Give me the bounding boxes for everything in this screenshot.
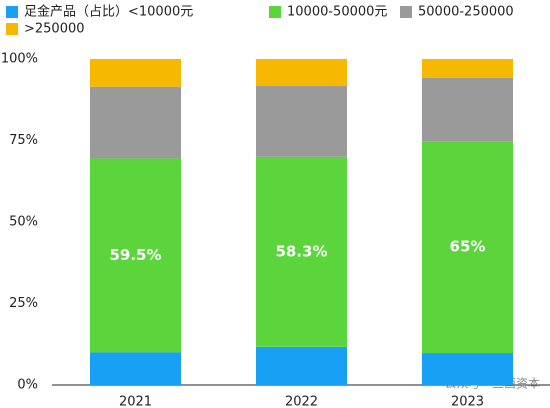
bar-segment	[422, 141, 513, 354]
bar-segment	[90, 158, 181, 353]
bar-segment	[256, 346, 347, 385]
bar-segment	[422, 77, 513, 142]
x-tick-label: 2023	[451, 395, 484, 408]
data-label: 65%	[450, 238, 486, 256]
bar-segment	[90, 86, 181, 159]
bar-segment	[422, 353, 513, 385]
bar-segment	[422, 59, 513, 78]
y-tick-label: 0%	[17, 378, 38, 393]
legend-swatch	[6, 6, 18, 18]
y-tick-label: 50%	[9, 215, 38, 230]
bar-segment	[90, 352, 181, 385]
bar-segment	[90, 59, 181, 87]
data-label: 59.5%	[109, 246, 161, 264]
legend-label: 10000-50000元	[287, 5, 387, 20]
legend-swatch	[6, 23, 18, 35]
legend-swatch	[269, 6, 281, 18]
y-tick-label: 100%	[1, 52, 38, 67]
y-tick-label: 75%	[9, 133, 38, 148]
bar-segment	[256, 156, 347, 347]
legend-label: >250000	[24, 22, 85, 37]
data-label: 58.3%	[275, 242, 327, 260]
x-tick-label: 2022	[285, 395, 318, 408]
bar-segment	[256, 86, 347, 157]
x-tick-label: 2021	[119, 395, 152, 408]
bar-segment	[256, 59, 347, 87]
y-tick-label: 25%	[9, 296, 38, 311]
legend-swatch	[400, 6, 412, 18]
legend-label: 足金产品（占比）<10000元	[24, 4, 193, 20]
legend-label: 50000-250000	[418, 5, 514, 20]
